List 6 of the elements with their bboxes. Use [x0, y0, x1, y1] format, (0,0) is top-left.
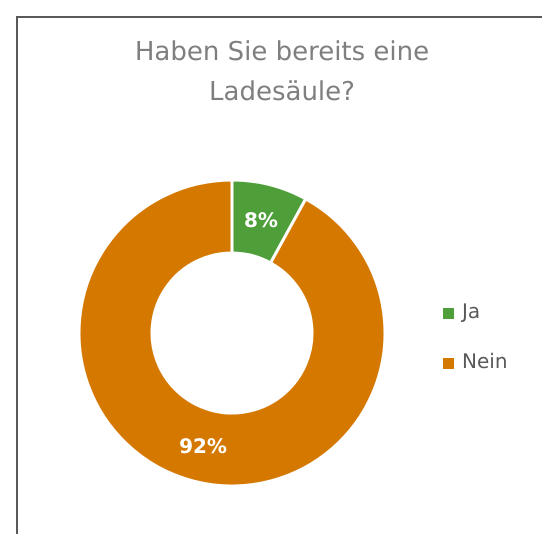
donut-slice — [78, 178, 386, 488]
data-label: 92% — [179, 434, 227, 458]
legend-label: Ja — [462, 299, 480, 323]
legend-label: Nein — [462, 349, 508, 373]
data-label: 8% — [244, 208, 278, 232]
chart-title: Haben Sie bereits eine Ladesäule? — [134, 36, 430, 109]
